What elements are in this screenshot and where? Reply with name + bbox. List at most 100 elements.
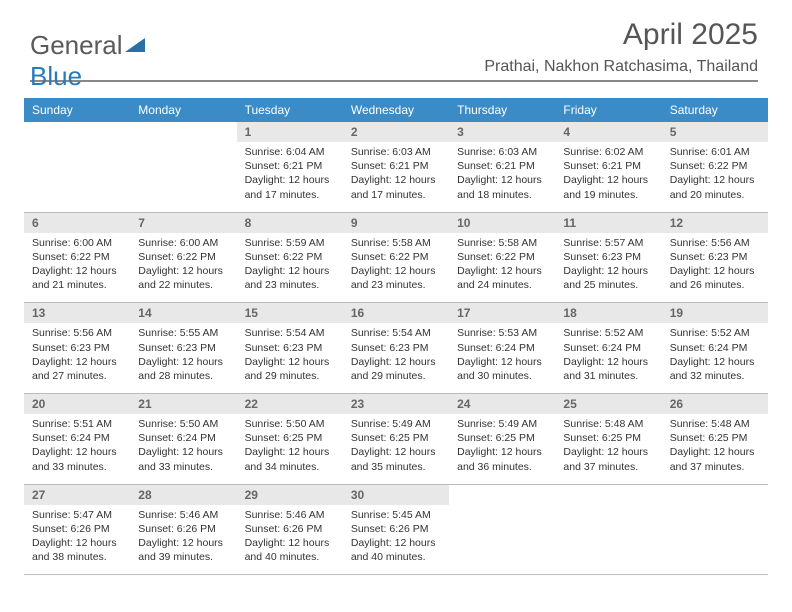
day-details: Sunrise: 5:51 AMSunset: 6:24 PMDaylight:… [24,414,130,484]
calendar-cell: 7Sunrise: 6:00 AMSunset: 6:22 PMDaylight… [130,212,236,303]
day-number: 4 [555,122,661,142]
weekday-header: Thursday [449,98,555,122]
calendar-row: ....1Sunrise: 6:04 AMSunset: 6:21 PMDayl… [24,122,768,212]
calendar-cell: 4Sunrise: 6:02 AMSunset: 6:21 PMDaylight… [555,122,661,212]
calendar-cell: 5Sunrise: 6:01 AMSunset: 6:22 PMDaylight… [662,122,768,212]
day-number: 25 [555,394,661,414]
day-details: Sunrise: 5:50 AMSunset: 6:24 PMDaylight:… [130,414,236,484]
weekday-header: Saturday [662,98,768,122]
day-number: 5 [662,122,768,142]
day-number: 12 [662,213,768,233]
calendar-cell: 22Sunrise: 5:50 AMSunset: 6:25 PMDayligh… [237,394,343,485]
day-number: 29 [237,485,343,505]
day-details: Sunrise: 5:54 AMSunset: 6:23 PMDaylight:… [343,323,449,393]
day-details: Sunrise: 5:48 AMSunset: 6:25 PMDaylight:… [662,414,768,484]
day-details: Sunrise: 6:02 AMSunset: 6:21 PMDaylight:… [555,142,661,212]
day-details: Sunrise: 5:48 AMSunset: 6:25 PMDaylight:… [555,414,661,484]
day-number: 24 [449,394,555,414]
day-number: 28 [130,485,236,505]
day-details: Sunrise: 6:03 AMSunset: 6:21 PMDaylight:… [343,142,449,212]
day-number: 6 [24,213,130,233]
calendar-cell: 23Sunrise: 5:49 AMSunset: 6:25 PMDayligh… [343,394,449,485]
calendar-cell: 26Sunrise: 5:48 AMSunset: 6:25 PMDayligh… [662,394,768,485]
weekday-header: Sunday [24,98,130,122]
day-details: Sunrise: 5:49 AMSunset: 6:25 PMDaylight:… [449,414,555,484]
calendar-row: 13Sunrise: 5:56 AMSunset: 6:23 PMDayligh… [24,303,768,394]
day-number: 22 [237,394,343,414]
day-details: Sunrise: 5:49 AMSunset: 6:25 PMDaylight:… [343,414,449,484]
calendar-cell: 29Sunrise: 5:46 AMSunset: 6:26 PMDayligh… [237,484,343,575]
day-number: 18 [555,303,661,323]
calendar-cell: 15Sunrise: 5:54 AMSunset: 6:23 PMDayligh… [237,303,343,394]
calendar-table: SundayMondayTuesdayWednesdayThursdayFrid… [24,98,768,575]
calendar-cell: 27Sunrise: 5:47 AMSunset: 6:26 PMDayligh… [24,484,130,575]
calendar-cell: .. [130,122,236,212]
day-details: Sunrise: 5:55 AMSunset: 6:23 PMDaylight:… [130,323,236,393]
weekday-header: Tuesday [237,98,343,122]
day-number: 27 [24,485,130,505]
calendar-cell: 28Sunrise: 5:46 AMSunset: 6:26 PMDayligh… [130,484,236,575]
day-details: Sunrise: 5:46 AMSunset: 6:26 PMDaylight:… [237,505,343,575]
calendar-cell: 20Sunrise: 5:51 AMSunset: 6:24 PMDayligh… [24,394,130,485]
calendar-cell: .. [662,484,768,575]
day-details: Sunrise: 5:59 AMSunset: 6:22 PMDaylight:… [237,233,343,303]
day-number: 21 [130,394,236,414]
calendar-cell: 24Sunrise: 5:49 AMSunset: 6:25 PMDayligh… [449,394,555,485]
day-details: Sunrise: 5:47 AMSunset: 6:26 PMDaylight:… [24,505,130,575]
day-number: 26 [662,394,768,414]
logo-text: General Blue [30,30,147,92]
calendar-cell: 6Sunrise: 6:00 AMSunset: 6:22 PMDaylight… [24,212,130,303]
day-number: 14 [130,303,236,323]
logo-triangle-icon [125,38,147,54]
day-number: 11 [555,213,661,233]
day-number: 13 [24,303,130,323]
day-details: Sunrise: 5:45 AMSunset: 6:26 PMDaylight:… [343,505,449,575]
day-number: 30 [343,485,449,505]
calendar-cell: 3Sunrise: 6:03 AMSunset: 6:21 PMDaylight… [449,122,555,212]
day-number: 1 [237,122,343,142]
weekday-header: Friday [555,98,661,122]
day-number: 8 [237,213,343,233]
day-number: 23 [343,394,449,414]
day-details: Sunrise: 6:03 AMSunset: 6:21 PMDaylight:… [449,142,555,212]
calendar-cell: 17Sunrise: 5:53 AMSunset: 6:24 PMDayligh… [449,303,555,394]
calendar-head: SundayMondayTuesdayWednesdayThursdayFrid… [24,98,768,122]
calendar-cell: 11Sunrise: 5:57 AMSunset: 6:23 PMDayligh… [555,212,661,303]
day-details: Sunrise: 5:58 AMSunset: 6:22 PMDaylight:… [343,233,449,303]
page-header: General Blue April 2025 Prathai, Nakhon … [0,0,792,90]
calendar-cell: 30Sunrise: 5:45 AMSunset: 6:26 PMDayligh… [343,484,449,575]
day-number: 10 [449,213,555,233]
calendar-cell: 1Sunrise: 6:04 AMSunset: 6:21 PMDaylight… [237,122,343,212]
day-details: Sunrise: 5:50 AMSunset: 6:25 PMDaylight:… [237,414,343,484]
calendar-body: ....1Sunrise: 6:04 AMSunset: 6:21 PMDayl… [24,122,768,575]
day-number: 15 [237,303,343,323]
day-details: Sunrise: 5:52 AMSunset: 6:24 PMDaylight:… [555,323,661,393]
calendar-row: 27Sunrise: 5:47 AMSunset: 6:26 PMDayligh… [24,484,768,575]
day-details: Sunrise: 5:53 AMSunset: 6:24 PMDaylight:… [449,323,555,393]
day-number: 9 [343,213,449,233]
calendar-cell: 19Sunrise: 5:52 AMSunset: 6:24 PMDayligh… [662,303,768,394]
logo: General Blue [30,30,147,92]
weekday-header: Monday [130,98,236,122]
day-number: 7 [130,213,236,233]
calendar-cell: 9Sunrise: 5:58 AMSunset: 6:22 PMDaylight… [343,212,449,303]
day-details: Sunrise: 5:57 AMSunset: 6:23 PMDaylight:… [555,233,661,303]
day-details: Sunrise: 6:01 AMSunset: 6:22 PMDaylight:… [662,142,768,212]
day-details: Sunrise: 5:46 AMSunset: 6:26 PMDaylight:… [130,505,236,575]
calendar-row: 20Sunrise: 5:51 AMSunset: 6:24 PMDayligh… [24,394,768,485]
calendar-cell: 21Sunrise: 5:50 AMSunset: 6:24 PMDayligh… [130,394,236,485]
day-details: Sunrise: 5:56 AMSunset: 6:23 PMDaylight:… [24,323,130,393]
day-details: Sunrise: 6:00 AMSunset: 6:22 PMDaylight:… [24,233,130,303]
weekday-header: Wednesday [343,98,449,122]
calendar-cell: 14Sunrise: 5:55 AMSunset: 6:23 PMDayligh… [130,303,236,394]
calendar-cell: 18Sunrise: 5:52 AMSunset: 6:24 PMDayligh… [555,303,661,394]
calendar-cell: 13Sunrise: 5:56 AMSunset: 6:23 PMDayligh… [24,303,130,394]
day-details: Sunrise: 5:52 AMSunset: 6:24 PMDaylight:… [662,323,768,393]
day-details: Sunrise: 5:56 AMSunset: 6:23 PMDaylight:… [662,233,768,303]
calendar-cell: .. [555,484,661,575]
day-details: Sunrise: 6:04 AMSunset: 6:21 PMDaylight:… [237,142,343,212]
day-details: Sunrise: 5:58 AMSunset: 6:22 PMDaylight:… [449,233,555,303]
calendar-cell: 16Sunrise: 5:54 AMSunset: 6:23 PMDayligh… [343,303,449,394]
calendar-cell: .. [24,122,130,212]
day-number: 19 [662,303,768,323]
